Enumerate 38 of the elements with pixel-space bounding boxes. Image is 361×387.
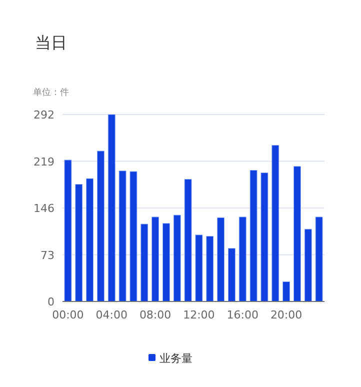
- bar: [96, 150, 104, 302]
- bar: [206, 236, 214, 302]
- bar: [184, 178, 192, 302]
- bar: [162, 223, 170, 302]
- x-tick-label: 12:00: [183, 308, 215, 322]
- bar: [195, 234, 203, 302]
- legend-label: 业务量: [160, 352, 192, 365]
- y-tick-label: 146: [34, 202, 54, 215]
- bar: [64, 160, 72, 302]
- bar: [217, 217, 225, 302]
- x-tick-label: 00:00: [52, 308, 84, 322]
- y-tick-label: 73: [40, 248, 54, 262]
- chart-title: 当日: [35, 33, 67, 52]
- bar: [282, 281, 290, 302]
- x-tick-label: 04:00: [96, 308, 128, 322]
- bar: [118, 170, 126, 302]
- x-tick-label: 08:00: [139, 308, 172, 322]
- bar: [272, 144, 280, 302]
- chart-subtitle: 单位：件: [33, 87, 69, 98]
- bar: [238, 216, 246, 302]
- bar: [228, 248, 236, 302]
- bar: [250, 170, 258, 302]
- bar: [315, 216, 323, 302]
- x-tick-label: 16:00: [226, 308, 258, 322]
- bar: [108, 114, 116, 302]
- bar: [260, 172, 268, 302]
- bar: [304, 228, 312, 302]
- x-tick-label: 20:00: [270, 308, 302, 322]
- bar: [130, 171, 138, 302]
- bar: [86, 178, 94, 302]
- bar: [293, 166, 301, 302]
- y-tick-label: 219: [34, 155, 54, 168]
- bar: [75, 184, 83, 302]
- bar: [152, 216, 160, 302]
- y-tick-label: 292: [34, 108, 54, 122]
- bar: [140, 224, 148, 302]
- bar: [173, 214, 181, 302]
- y-tick-label: 0: [48, 296, 54, 308]
